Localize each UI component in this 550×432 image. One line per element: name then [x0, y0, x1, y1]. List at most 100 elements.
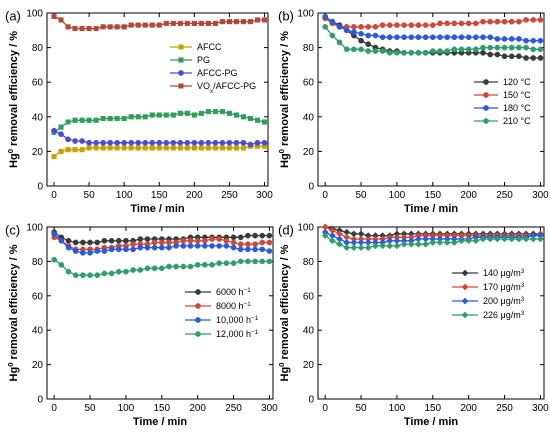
data-point: [523, 55, 529, 61]
data-point: [237, 246, 244, 253]
x-tick-label: 150: [424, 190, 441, 201]
data-point: [191, 112, 197, 118]
data-point: [184, 110, 190, 116]
data-point: [51, 256, 58, 263]
data-point: [394, 49, 400, 56]
data-point: [87, 249, 93, 256]
data-point: [408, 34, 415, 41]
data-point: [259, 258, 266, 265]
data-point: [166, 263, 172, 270]
x-tick-label: 50: [84, 403, 96, 414]
x-tick-label: 150: [153, 403, 170, 414]
data-point: [201, 237, 208, 244]
data-point: [357, 244, 365, 252]
data-point: [158, 244, 165, 251]
data-point: [365, 32, 372, 39]
data-point: [400, 240, 408, 248]
data-point: [130, 246, 136, 253]
data-point: [379, 242, 387, 250]
data-point: [364, 244, 372, 252]
data-point: [401, 22, 407, 28]
data-point: [536, 235, 544, 243]
data-point: [415, 49, 422, 56]
data-point: [230, 234, 237, 241]
data-point: [151, 239, 158, 246]
data-point: [180, 237, 187, 244]
data-point: [458, 20, 465, 27]
legend-marker: [461, 297, 469, 305]
data-point: [245, 246, 251, 253]
data-point: [233, 139, 240, 146]
y-tick-label: 0: [37, 182, 43, 193]
x-tick-label: 300: [256, 190, 273, 201]
data-point: [336, 23, 343, 30]
data-point: [121, 115, 127, 122]
data-point: [458, 46, 465, 53]
data-point: [237, 241, 244, 248]
data-point: [537, 17, 544, 23]
data-point: [87, 239, 93, 246]
legend-label: 226 μg/m3: [483, 310, 525, 321]
data-point: [163, 145, 169, 151]
x-tick-label: 250: [496, 403, 513, 414]
data-point: [401, 49, 407, 56]
data-point: [93, 26, 99, 32]
data-point: [394, 22, 400, 28]
x-tick-label: 150: [151, 190, 168, 201]
data-point: [422, 22, 429, 28]
data-point: [516, 53, 522, 60]
data-point: [379, 22, 386, 28]
data-point: [266, 248, 273, 254]
legend-marker: [195, 303, 201, 309]
data-point: [187, 237, 194, 244]
data-point: [142, 139, 149, 146]
data-point: [444, 48, 450, 54]
data-point: [209, 236, 215, 242]
y-tick-label: 100: [297, 9, 314, 20]
data-point: [65, 24, 71, 30]
data-point: [107, 139, 113, 146]
data-point: [233, 112, 239, 118]
data-point: [79, 138, 85, 144]
data-point: [226, 139, 233, 146]
data-point: [494, 36, 501, 42]
data-point: [343, 244, 351, 252]
data-point: [415, 34, 422, 41]
data-point: [322, 13, 329, 20]
data-point: [144, 244, 151, 251]
x-tick-label: 150: [424, 403, 441, 414]
data-point: [379, 48, 386, 54]
data-point: [184, 139, 191, 146]
data-point: [480, 49, 486, 56]
data-point: [58, 148, 64, 154]
data-point: [465, 34, 472, 41]
data-point: [65, 147, 71, 153]
data-point: [163, 20, 169, 26]
chart-panel-2: (b) 0 50 100 150 200 250 300 0 20 40 60 80 100 Time / …: [277, 8, 550, 215]
legend-marker: [461, 311, 469, 319]
y-tick-label: 60: [32, 78, 44, 89]
data-point: [472, 46, 479, 53]
data-point: [371, 242, 379, 250]
legend-label: AFCC-PG: [197, 68, 238, 78]
legend-label: 150 °C: [503, 90, 531, 100]
data-point: [336, 39, 343, 46]
data-point: [205, 145, 211, 151]
x-tick-label: 300: [532, 190, 549, 201]
data-point: [386, 34, 393, 41]
x-axis-label: Time / min: [404, 203, 458, 215]
data-point: [198, 145, 204, 151]
x-tick-label: 100: [389, 403, 406, 414]
y-tick-label: 40: [32, 326, 44, 337]
data-point: [386, 22, 393, 28]
data-point: [450, 239, 458, 246]
data-point: [437, 20, 443, 27]
series-1: [51, 143, 268, 160]
data-point: [51, 127, 57, 134]
data-point: [108, 270, 115, 277]
data-point: [261, 139, 268, 146]
data-point: [130, 241, 136, 248]
data-point: [184, 145, 190, 151]
data-point: [343, 27, 350, 34]
data-point: [87, 272, 93, 279]
